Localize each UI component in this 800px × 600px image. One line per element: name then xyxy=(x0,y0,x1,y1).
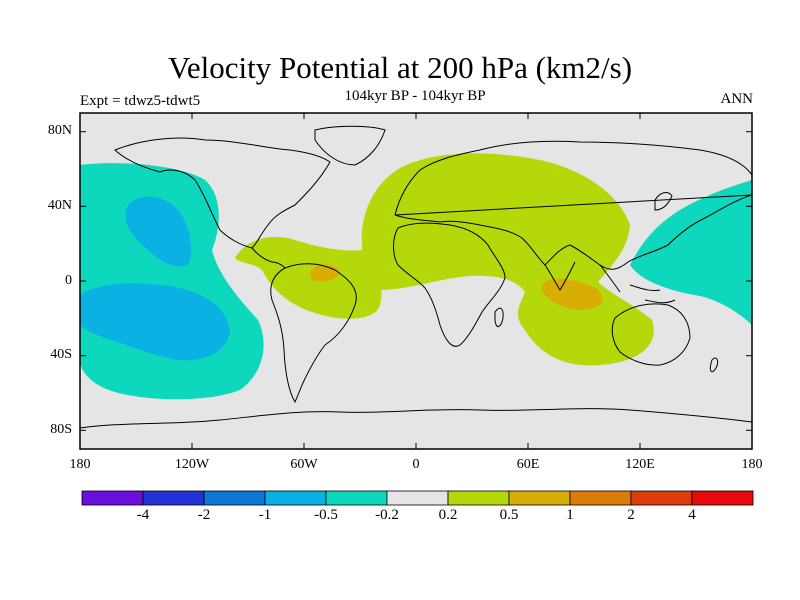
coastline-north-america xyxy=(114,137,331,249)
colorbar-label: 0.2 xyxy=(438,507,458,523)
colorbar-label: -4 xyxy=(136,507,150,523)
colorbar-label: -2 xyxy=(197,507,211,523)
coastline-antarctica xyxy=(79,408,753,429)
colorbar-label: 4 xyxy=(688,507,696,523)
contour-neg-light-west-pacific xyxy=(630,180,752,325)
colorbar-label: 0.5 xyxy=(499,507,519,523)
lat-label-80n: 80N xyxy=(47,123,72,138)
colorbar-label: -0.5 xyxy=(314,507,338,523)
lon-label-60e: 60E xyxy=(516,457,540,472)
colorbar-label: 1 xyxy=(566,507,574,523)
map-panel xyxy=(79,113,753,449)
coastline-greenland xyxy=(314,125,386,166)
colorbar-swatch xyxy=(325,490,388,506)
coastlines xyxy=(79,125,753,429)
coastline-india xyxy=(544,261,576,291)
coastline-central-america xyxy=(251,247,286,269)
lat-ticks xyxy=(80,131,752,431)
lon-label-0: 0 xyxy=(412,457,420,472)
coastline-south-america xyxy=(270,263,357,404)
contour-pos-mid-indian-ocean xyxy=(541,278,603,310)
map-title: Velocity Potential at 200 hPa (km2/s) xyxy=(167,50,633,85)
colorbar-label: -0.2 xyxy=(375,507,399,523)
lon-label-60w: 60W xyxy=(290,457,318,472)
colorbar-label: 2 xyxy=(627,507,635,523)
colorbar-swatch xyxy=(203,490,266,506)
map-subtitle: 104kyr BP - 104kyr BP xyxy=(344,88,486,104)
colorbar-swatch xyxy=(264,490,327,506)
coastline-new-zealand xyxy=(709,357,719,373)
colorbar-swatch xyxy=(81,490,144,506)
coastline-madagascar xyxy=(494,307,504,327)
lat-label-40n: 40N xyxy=(47,198,72,213)
lon-label-180w: 180 xyxy=(69,457,91,472)
colorbar-swatch xyxy=(508,490,571,506)
contour-pos-light-central-america xyxy=(235,236,382,319)
contour-neg-mid-north-pacific xyxy=(125,196,192,267)
colorbar-swatch xyxy=(142,490,205,506)
coastline-europe-asia xyxy=(394,140,753,270)
coastline-southeast-asia xyxy=(599,264,676,304)
colorbar-swatch xyxy=(569,490,632,506)
coastline-australia xyxy=(611,303,691,366)
lat-label-40s: 40S xyxy=(50,347,72,362)
colorbar-swatch xyxy=(386,490,449,506)
colorbar-swatch xyxy=(691,490,754,506)
contour-pos-light-eurasia-africa xyxy=(361,153,654,366)
colorbar xyxy=(81,490,754,506)
lon-label-120e: 120E xyxy=(625,457,655,472)
contour-neg-mid-south-pacific xyxy=(80,283,230,361)
experiment-label: Expt = tdwz5-tdwt5 xyxy=(80,93,201,109)
colorbar-swatch xyxy=(630,490,693,506)
coastline-africa xyxy=(393,222,506,347)
lon-label-120w: 120W xyxy=(174,457,210,472)
season-label: ANN xyxy=(720,91,754,107)
lon-label-180e: 180 xyxy=(741,457,763,472)
lat-label-80s: 80S xyxy=(50,422,72,437)
colorbar-label: -1 xyxy=(258,507,272,523)
colorbar-swatch xyxy=(447,490,510,506)
coastline-japan xyxy=(654,192,673,211)
lat-label-0: 0 xyxy=(65,273,72,288)
lon-ticks xyxy=(79,113,753,449)
